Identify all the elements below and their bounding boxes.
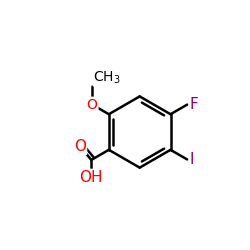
Text: O: O <box>87 98 98 112</box>
Text: OH: OH <box>80 170 103 185</box>
Text: F: F <box>190 97 198 112</box>
Text: CH$_3$: CH$_3$ <box>93 70 121 86</box>
Text: I: I <box>190 152 194 167</box>
Text: O: O <box>74 139 86 154</box>
